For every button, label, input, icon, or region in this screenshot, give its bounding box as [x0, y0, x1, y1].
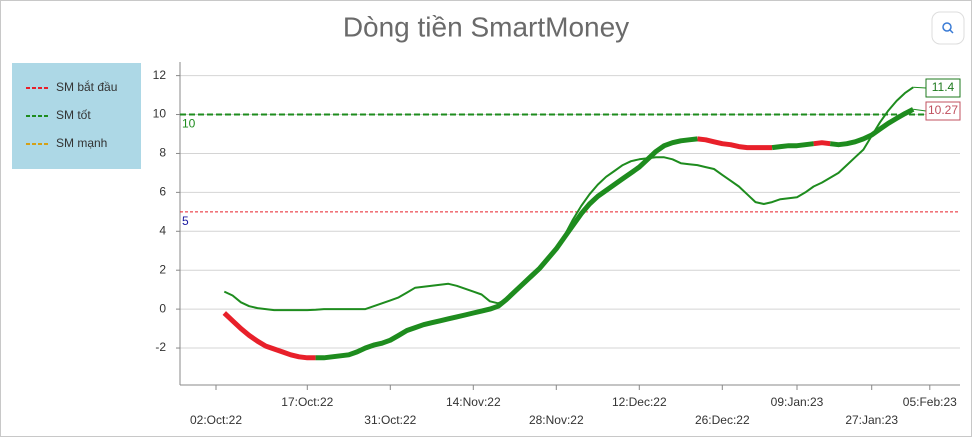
zoom-button[interactable] — [931, 11, 965, 45]
end-label-box — [925, 101, 961, 121]
series-line — [222, 136, 831, 361]
legend-label: SM mạnh — [56, 136, 107, 150]
x-tick-label: 28:Nov:22 — [529, 413, 584, 427]
y-tick-label: -2 — [155, 340, 166, 354]
y-tick-label: 12 — [153, 68, 167, 82]
end-label-connector — [913, 86, 927, 89]
x-tick-label: 12:Dec:22 — [612, 395, 667, 409]
x-tick-label: 05:Feb:23 — [903, 395, 957, 409]
y-tick-label: 10 — [153, 107, 167, 121]
x-tick-label: 26:Dec:22 — [695, 413, 750, 427]
reference-label: 10 — [182, 117, 196, 131]
y-tick-label: 6 — [159, 185, 166, 199]
y-tick-label: 4 — [159, 223, 166, 237]
end-label-box — [925, 78, 961, 98]
reference-label: 5 — [182, 214, 189, 228]
zoom-icon — [949, 29, 954, 34]
legend-label: SM bắt đầu — [56, 79, 117, 94]
y-tick-label: 8 — [159, 146, 166, 160]
x-tick-label: 14:Nov:22 — [446, 395, 501, 409]
x-tick-label: 09:Jan:23 — [771, 395, 824, 409]
zoom-icon — [942, 22, 952, 32]
series-line — [315, 107, 915, 361]
x-tick-label: 02:Oct:22 — [190, 413, 242, 427]
end-label: 10.27 — [928, 103, 958, 117]
x-tick-label: 17:Oct:22 — [281, 395, 333, 409]
y-tick-label: 0 — [159, 301, 166, 315]
end-label-connector — [913, 108, 927, 112]
x-tick-label: 31:Oct:22 — [364, 413, 416, 427]
end-label: 11.4 — [932, 80, 955, 94]
legend-label: SM tốt — [56, 108, 91, 122]
y-tick-label: 2 — [159, 262, 166, 276]
chart-title: Dòng tiền SmartMoney — [343, 11, 629, 42]
zoom-button-bg[interactable] — [931, 11, 965, 45]
x-tick-label: 27:Jan:23 — [845, 413, 898, 427]
